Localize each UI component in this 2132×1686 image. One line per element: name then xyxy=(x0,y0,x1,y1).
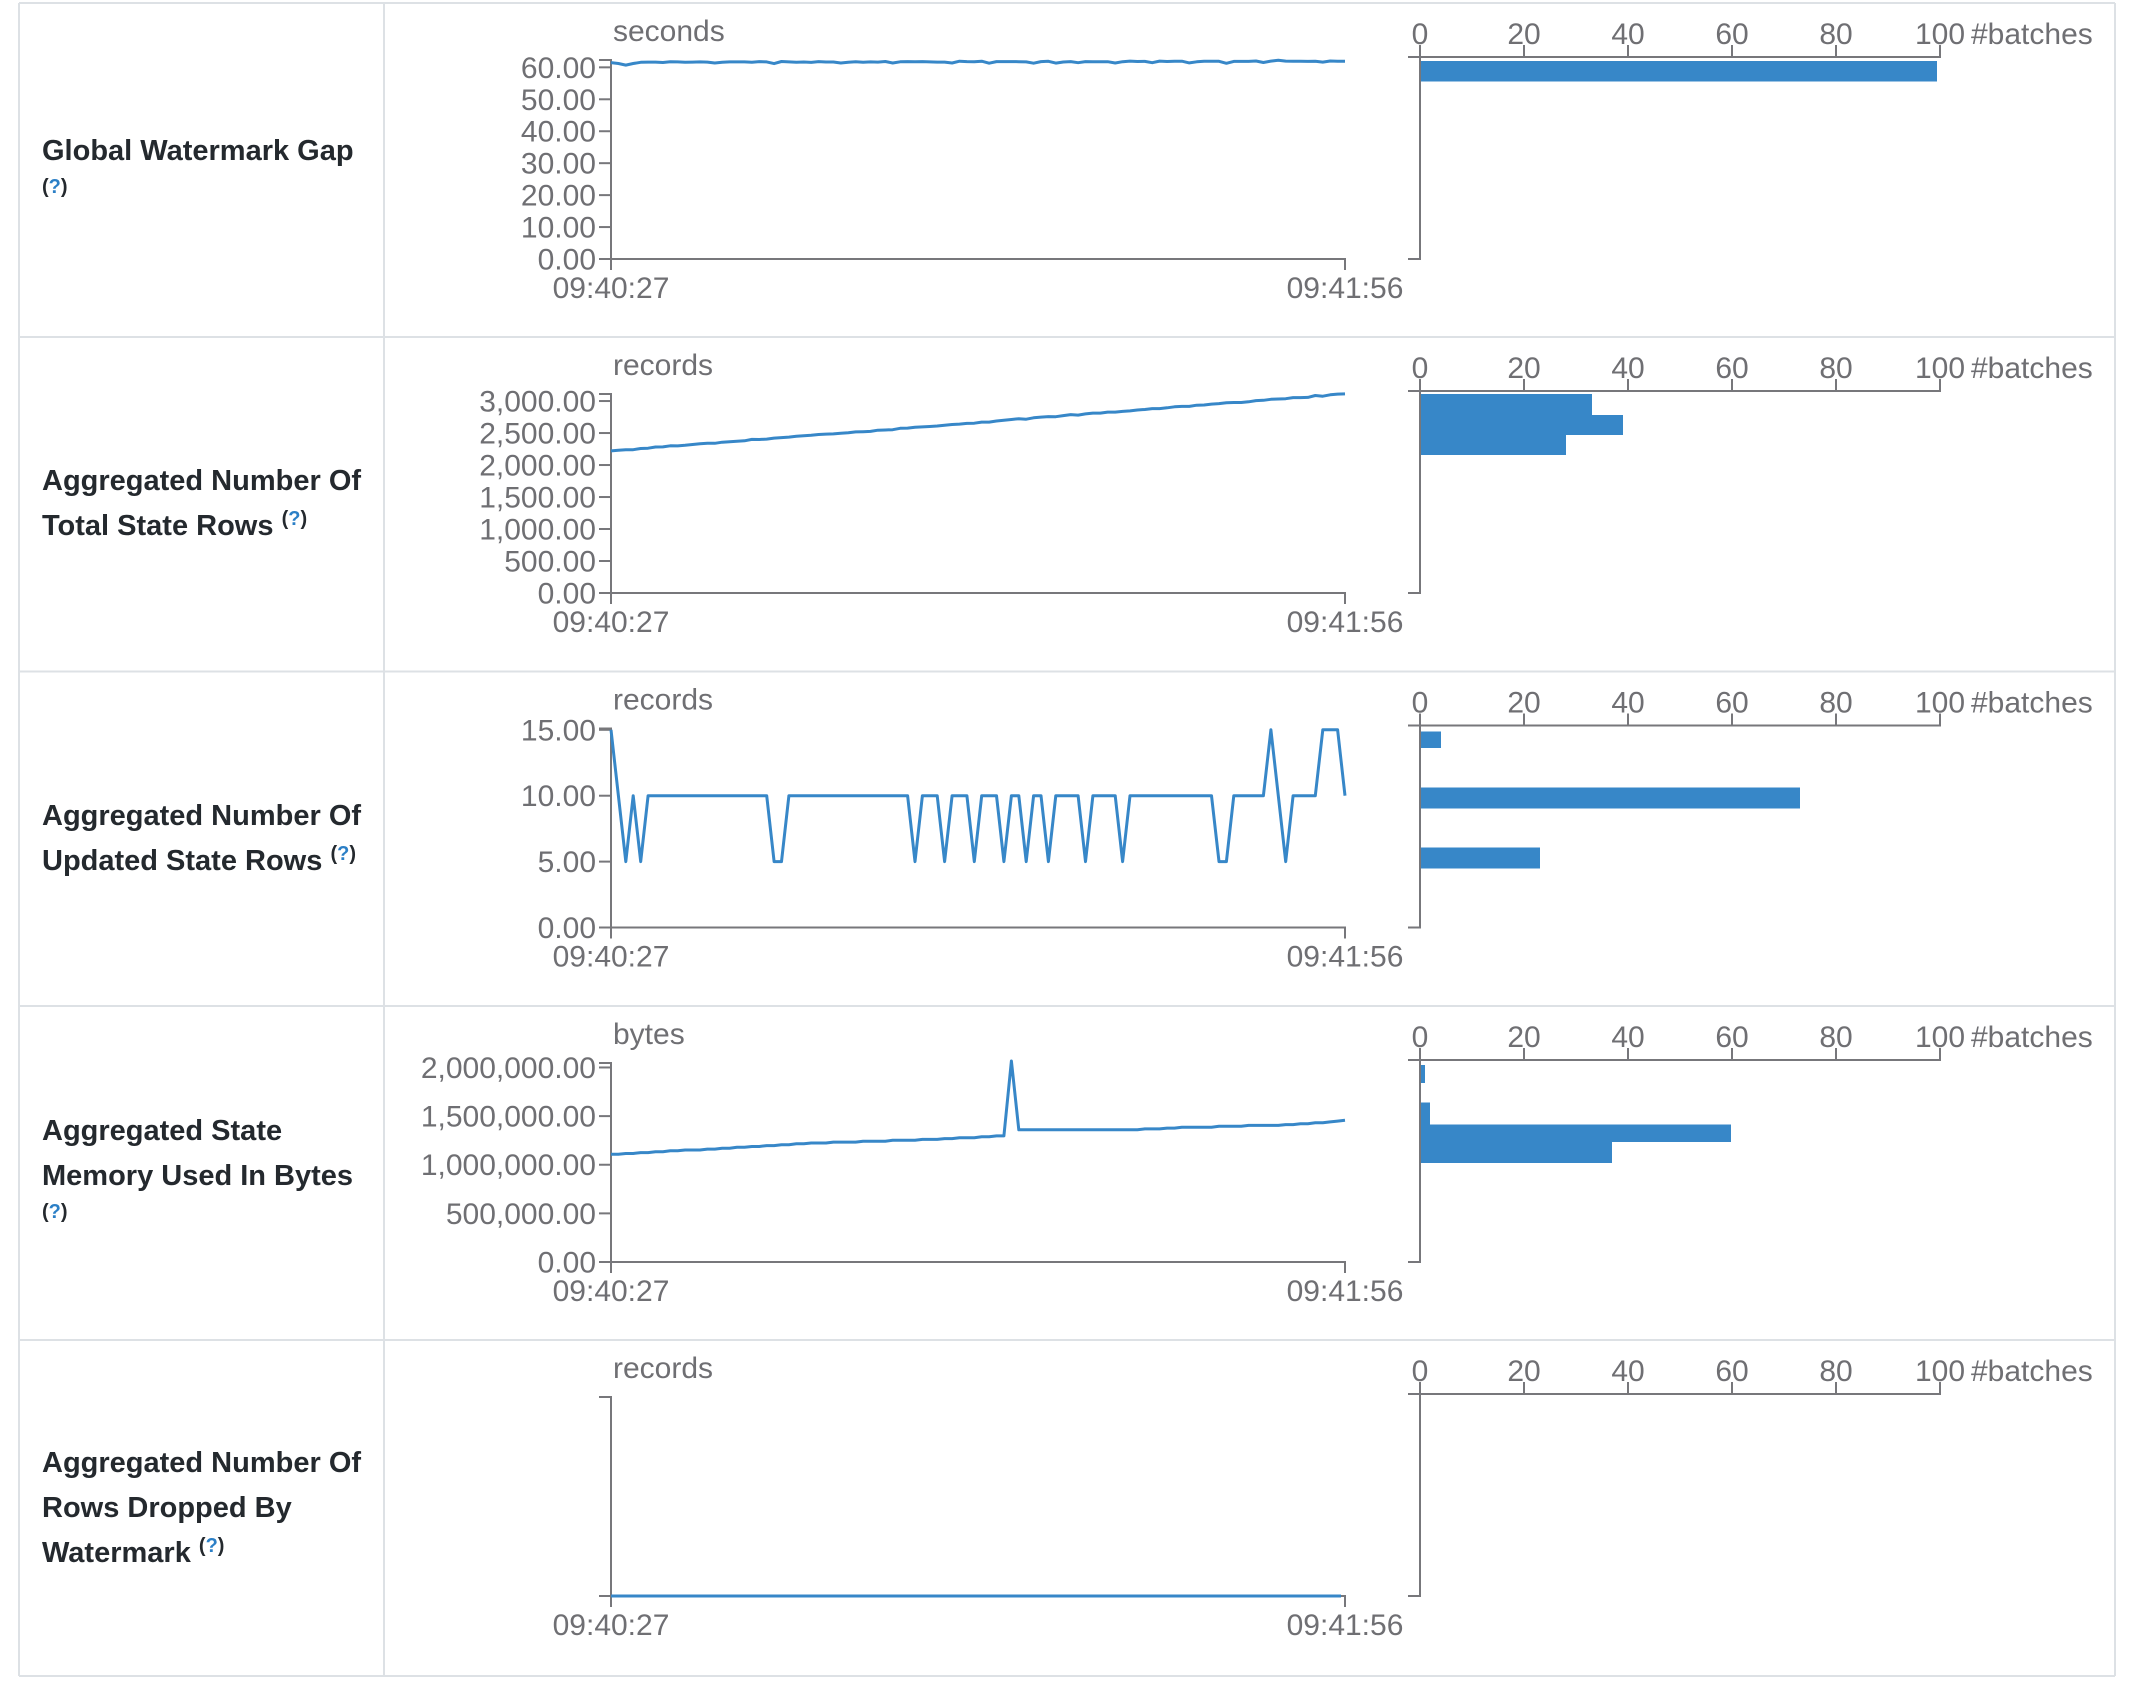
svg-text:40: 40 xyxy=(1611,18,1644,51)
svg-text:09:41:56: 09:41:56 xyxy=(1287,606,1404,639)
svg-text:#batches: #batches xyxy=(1971,18,2093,51)
svg-text:80: 80 xyxy=(1819,687,1852,720)
svg-text:60: 60 xyxy=(1715,1355,1748,1388)
svg-text:09:41:56: 09:41:56 xyxy=(1287,1609,1404,1642)
svg-text:10.00: 10.00 xyxy=(521,780,596,813)
svg-text:3,000.00: 3,000.00 xyxy=(479,386,596,419)
svg-text:20: 20 xyxy=(1507,18,1540,51)
svg-text:0: 0 xyxy=(1412,1355,1429,1388)
svg-text:40.00: 40.00 xyxy=(521,116,596,149)
svg-text:09:41:56: 09:41:56 xyxy=(1287,272,1404,305)
svg-text:0.00: 0.00 xyxy=(538,1247,596,1280)
svg-text:60: 60 xyxy=(1715,687,1748,720)
svg-text:0: 0 xyxy=(1412,1021,1429,1054)
svg-text:100: 100 xyxy=(1915,352,1965,385)
svg-text:09:40:27: 09:40:27 xyxy=(553,272,670,305)
svg-text:60.00: 60.00 xyxy=(521,52,596,85)
svg-text:2,500.00: 2,500.00 xyxy=(479,418,596,451)
svg-text:80: 80 xyxy=(1819,352,1852,385)
svg-text:20.00: 20.00 xyxy=(521,180,596,213)
svg-text:0.00: 0.00 xyxy=(538,912,596,945)
svg-text:10.00: 10.00 xyxy=(521,212,596,245)
svg-text:80: 80 xyxy=(1819,1021,1852,1054)
svg-text:records: records xyxy=(613,1352,713,1385)
svg-text:500.00: 500.00 xyxy=(504,546,596,579)
svg-text:40: 40 xyxy=(1611,1021,1644,1054)
svg-text:0: 0 xyxy=(1412,687,1429,720)
svg-text:80: 80 xyxy=(1819,1355,1852,1388)
svg-text:records: records xyxy=(613,684,713,717)
svg-text:30.00: 30.00 xyxy=(521,148,596,181)
svg-text:40: 40 xyxy=(1611,352,1644,385)
svg-text:#batches: #batches xyxy=(1971,1355,2093,1388)
svg-text:0: 0 xyxy=(1412,18,1429,51)
svg-text:09:40:27: 09:40:27 xyxy=(553,941,670,974)
svg-text:60: 60 xyxy=(1715,1021,1748,1054)
svg-text:100: 100 xyxy=(1915,1021,1965,1054)
svg-text:records: records xyxy=(613,349,713,382)
svg-text:500,000.00: 500,000.00 xyxy=(446,1198,596,1231)
svg-text:#batches: #batches xyxy=(1971,1021,2093,1054)
svg-text:2,000,000.00: 2,000,000.00 xyxy=(421,1052,596,1085)
svg-text:09:41:56: 09:41:56 xyxy=(1287,941,1404,974)
svg-text:1,000.00: 1,000.00 xyxy=(479,514,596,547)
svg-text:1,500.00: 1,500.00 xyxy=(479,482,596,515)
svg-text:09:40:27: 09:40:27 xyxy=(553,1609,670,1642)
svg-text:2,000.00: 2,000.00 xyxy=(479,450,596,483)
svg-text:#batches: #batches xyxy=(1971,687,2093,720)
svg-text:bytes: bytes xyxy=(613,1018,685,1051)
svg-text:5.00: 5.00 xyxy=(538,846,596,879)
svg-text:seconds: seconds xyxy=(613,15,725,48)
svg-text:40: 40 xyxy=(1611,687,1644,720)
svg-text:20: 20 xyxy=(1507,352,1540,385)
svg-text:0.00: 0.00 xyxy=(538,244,596,277)
svg-text:80: 80 xyxy=(1819,18,1852,51)
svg-text:15.00: 15.00 xyxy=(521,714,596,747)
svg-text:#batches: #batches xyxy=(1971,352,2093,385)
svg-text:100: 100 xyxy=(1915,1355,1965,1388)
svg-text:50.00: 50.00 xyxy=(521,84,596,117)
svg-text:1,000,000.00: 1,000,000.00 xyxy=(421,1149,596,1182)
svg-text:60: 60 xyxy=(1715,18,1748,51)
svg-text:20: 20 xyxy=(1507,687,1540,720)
svg-text:20: 20 xyxy=(1507,1021,1540,1054)
svg-text:0.00: 0.00 xyxy=(538,578,596,611)
svg-text:0: 0 xyxy=(1412,352,1429,385)
svg-text:09:41:56: 09:41:56 xyxy=(1287,1275,1404,1308)
svg-text:40: 40 xyxy=(1611,1355,1644,1388)
svg-text:1,500,000.00: 1,500,000.00 xyxy=(421,1101,596,1134)
svg-text:100: 100 xyxy=(1915,18,1965,51)
svg-text:09:40:27: 09:40:27 xyxy=(553,606,670,639)
svg-text:09:40:27: 09:40:27 xyxy=(553,1275,670,1308)
svg-text:100: 100 xyxy=(1915,687,1965,720)
svg-text:20: 20 xyxy=(1507,1355,1540,1388)
svg-text:60: 60 xyxy=(1715,352,1748,385)
